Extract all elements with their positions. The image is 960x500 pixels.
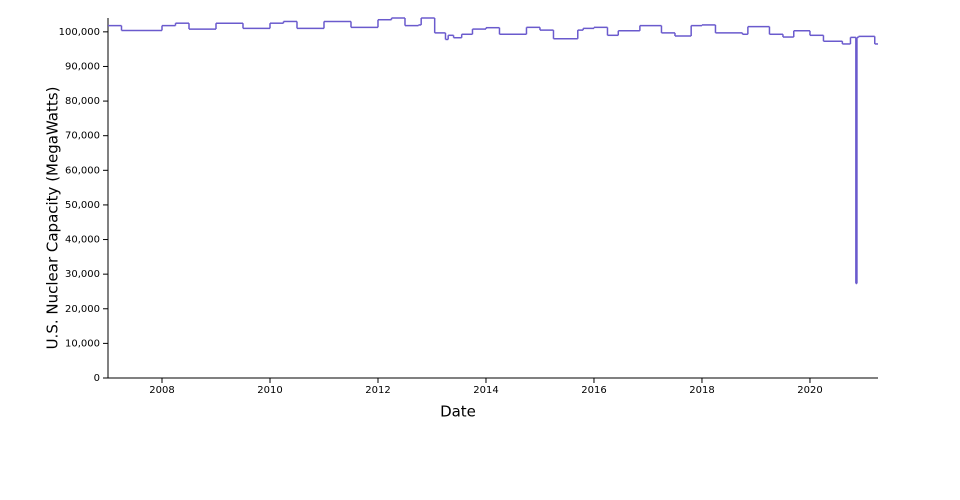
y-tick-label: 50,000 — [65, 200, 100, 211]
x-tick-label: 2018 — [689, 385, 714, 396]
y-tick-label: 60,000 — [65, 165, 100, 176]
y-tick-label: 80,000 — [65, 96, 100, 107]
x-tick-label: 2016 — [581, 385, 606, 396]
y-tick-label: 20,000 — [65, 304, 100, 315]
x-tick-label: 2014 — [473, 385, 498, 396]
x-tick-label: 2010 — [257, 385, 282, 396]
y-tick-label: 40,000 — [65, 235, 100, 246]
x-tick-label: 2020 — [797, 385, 822, 396]
y-tick-label: 10,000 — [65, 338, 100, 349]
y-tick-label: 100,000 — [59, 27, 100, 38]
y-tick-label: 30,000 — [65, 269, 100, 280]
y-axis-title: U.S. Nuclear Capacity (MegaWatts) — [44, 87, 62, 350]
x-tick-label: 2008 — [149, 385, 174, 396]
x-axis-title: Date — [440, 403, 476, 421]
x-tick-label: 2012 — [365, 385, 390, 396]
y-tick-label: 90,000 — [65, 61, 100, 72]
y-tick-label: 70,000 — [65, 131, 100, 142]
y-tick-label: 0 — [94, 373, 100, 384]
